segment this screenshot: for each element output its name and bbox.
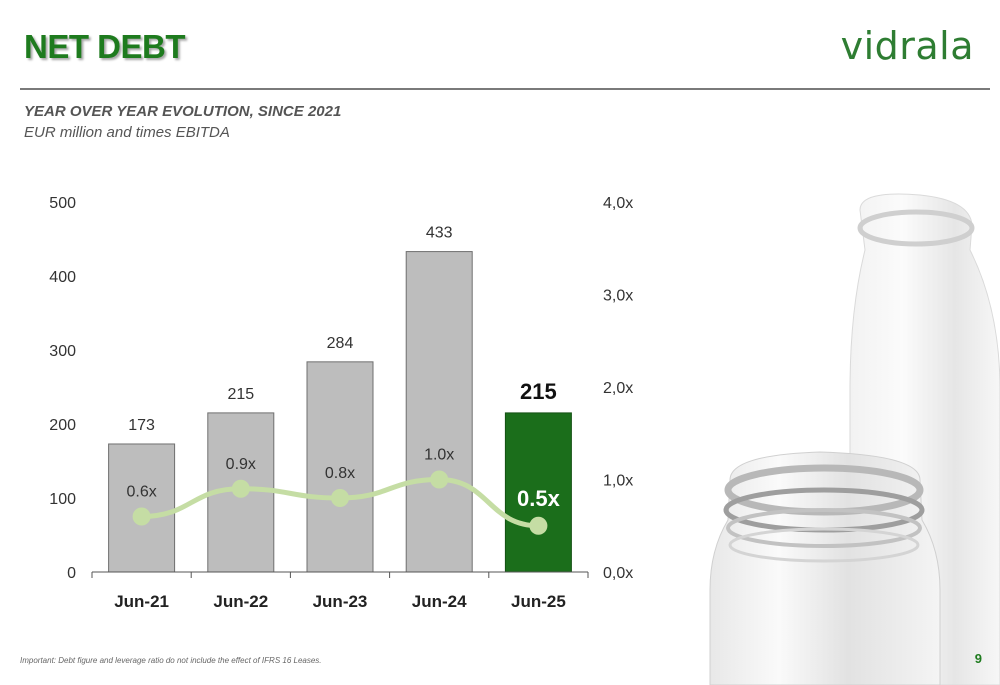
bar (405, 251, 473, 573)
leverage-point (430, 470, 449, 489)
y-tick-label: 400 (49, 269, 76, 286)
chart-units: EUR million and times EBITDA (24, 124, 230, 141)
footnote: Important: Debt figure and leverage rati… (20, 656, 322, 665)
y2-tick-label: 2,0x (603, 380, 633, 397)
leverage-value-label: 1.0x (424, 447, 454, 464)
y-tick-label: 200 (49, 417, 76, 434)
y-tick-label: 0 (67, 565, 76, 582)
bar-value-label: 215 (227, 386, 254, 403)
x-category-label: Jun-22 (213, 592, 268, 611)
leverage-point (132, 507, 151, 526)
y2-tick-label: 3,0x (603, 288, 633, 305)
leverage-value-label: 0.8x (325, 465, 355, 482)
leverage-value-label: 0.6x (126, 484, 156, 501)
y2-tick-label: 1,0x (603, 473, 633, 490)
header-divider (20, 88, 990, 90)
bar-value-label: 173 (128, 417, 155, 434)
x-category-label: Jun-25 (511, 592, 566, 611)
page-title: NET DEBT (24, 28, 186, 65)
chart-subtitle: YEAR OVER YEAR EVOLUTION, SINCE 2021 (24, 103, 342, 120)
net-debt-chart: 0 100 200 300 400 500 0,0x 1,0x 2,0x 3,0x 4,0x 173 2… (49, 195, 633, 611)
bar-value-label: 284 (327, 335, 354, 352)
bar-value-label: 215 (520, 379, 557, 404)
leverage-point (529, 516, 548, 535)
y-tick-label: 500 (49, 195, 76, 212)
glass-bottle-image (709, 193, 1000, 685)
x-category-label: Jun-21 (114, 592, 169, 611)
leverage-value-label: 0.9x (226, 456, 256, 473)
leverage-value-label: 0.5x (517, 486, 561, 511)
leverage-point (231, 479, 250, 498)
y2-tick-label: 4,0x (603, 195, 633, 212)
y-tick-label: 100 (49, 491, 76, 508)
page-number: 9 (974, 651, 982, 666)
x-category-label: Jun-24 (412, 592, 467, 611)
x-category-label: Jun-23 (313, 592, 368, 611)
y-tick-label: 300 (49, 343, 76, 360)
bar-value-label: 433 (426, 225, 453, 242)
leverage-point (331, 489, 349, 507)
y2-tick-label: 0,0x (603, 565, 633, 582)
vidrala-logo: vidrala (840, 24, 974, 68)
